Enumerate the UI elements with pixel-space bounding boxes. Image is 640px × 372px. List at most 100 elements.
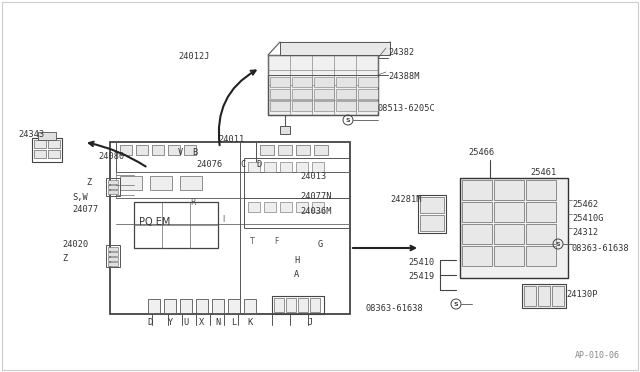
- Bar: [270, 101, 290, 111]
- Text: 24388M: 24388M: [388, 72, 419, 81]
- Text: U: U: [184, 318, 189, 327]
- Bar: [420, 197, 444, 213]
- Bar: [38, 132, 56, 140]
- Bar: [312, 162, 324, 172]
- Text: 24020: 24020: [62, 240, 88, 249]
- Bar: [196, 299, 208, 313]
- Text: S: S: [454, 301, 458, 307]
- Text: J: J: [307, 318, 312, 327]
- Bar: [106, 245, 120, 267]
- Text: Z: Z: [62, 254, 67, 263]
- Bar: [34, 150, 46, 158]
- Bar: [552, 286, 564, 306]
- Bar: [462, 224, 492, 244]
- Bar: [298, 298, 308, 312]
- Bar: [32, 138, 62, 162]
- Bar: [264, 202, 276, 212]
- FancyArrowPatch shape: [89, 142, 146, 167]
- Text: 25419: 25419: [408, 272, 435, 281]
- Bar: [524, 286, 536, 306]
- Text: 08363-61638: 08363-61638: [366, 304, 424, 313]
- Text: 24011: 24011: [218, 135, 244, 144]
- Bar: [292, 101, 312, 111]
- Bar: [244, 158, 350, 198]
- Bar: [184, 145, 196, 155]
- Bar: [180, 299, 192, 313]
- Bar: [310, 298, 320, 312]
- Bar: [164, 299, 176, 313]
- Bar: [228, 299, 240, 313]
- Bar: [358, 101, 378, 111]
- Bar: [244, 198, 350, 228]
- Text: 24382: 24382: [388, 48, 414, 57]
- Bar: [296, 202, 308, 212]
- Text: 25410G: 25410G: [572, 214, 604, 223]
- Text: N: N: [216, 318, 221, 327]
- Bar: [494, 224, 524, 244]
- Text: 24012J: 24012J: [178, 52, 209, 61]
- Bar: [260, 145, 274, 155]
- Bar: [168, 145, 180, 155]
- FancyArrowPatch shape: [353, 246, 415, 250]
- Bar: [494, 202, 524, 222]
- Bar: [286, 298, 296, 312]
- Text: 24076: 24076: [196, 160, 222, 169]
- Text: I: I: [222, 215, 224, 224]
- Bar: [116, 172, 240, 198]
- Bar: [280, 42, 390, 55]
- Bar: [494, 180, 524, 200]
- Bar: [314, 77, 334, 87]
- Text: B: B: [192, 148, 197, 157]
- Text: Z: Z: [86, 178, 92, 187]
- Text: 24036M: 24036M: [300, 207, 332, 216]
- Bar: [358, 89, 378, 99]
- Bar: [292, 77, 312, 87]
- Bar: [522, 284, 566, 308]
- Text: 24343: 24343: [18, 130, 44, 139]
- Bar: [526, 202, 556, 222]
- Bar: [268, 55, 378, 115]
- Bar: [120, 145, 132, 155]
- Bar: [256, 142, 350, 172]
- Bar: [314, 145, 328, 155]
- Bar: [462, 202, 492, 222]
- Bar: [296, 162, 308, 172]
- Text: AP-010-06: AP-010-06: [575, 351, 620, 360]
- Bar: [264, 162, 276, 172]
- Bar: [292, 89, 312, 99]
- Text: 08513-6205C: 08513-6205C: [378, 104, 436, 113]
- Bar: [494, 246, 524, 266]
- Bar: [336, 89, 356, 99]
- Bar: [152, 145, 164, 155]
- Bar: [460, 178, 568, 278]
- Text: 08363-61638: 08363-61638: [572, 244, 630, 253]
- Bar: [418, 195, 446, 233]
- Bar: [274, 298, 284, 312]
- Bar: [212, 299, 224, 313]
- Text: 25461: 25461: [530, 168, 556, 177]
- Bar: [108, 180, 118, 184]
- Bar: [272, 296, 324, 314]
- Text: C: C: [240, 160, 245, 169]
- Bar: [108, 185, 118, 189]
- Bar: [148, 299, 160, 313]
- Bar: [420, 215, 444, 231]
- Bar: [526, 180, 556, 200]
- Bar: [526, 224, 556, 244]
- Bar: [108, 257, 118, 261]
- Text: V: V: [178, 148, 183, 157]
- Bar: [314, 101, 334, 111]
- Bar: [280, 162, 292, 172]
- Bar: [314, 89, 334, 99]
- Text: 24312: 24312: [572, 228, 598, 237]
- Bar: [248, 202, 260, 212]
- Bar: [108, 190, 118, 194]
- Text: Y: Y: [168, 318, 173, 327]
- Text: 24077N: 24077N: [300, 192, 332, 201]
- Bar: [270, 89, 290, 99]
- Text: 24013: 24013: [300, 172, 326, 181]
- Bar: [296, 145, 310, 155]
- Bar: [106, 178, 120, 196]
- Bar: [336, 77, 356, 87]
- Text: S,W: S,W: [72, 193, 88, 202]
